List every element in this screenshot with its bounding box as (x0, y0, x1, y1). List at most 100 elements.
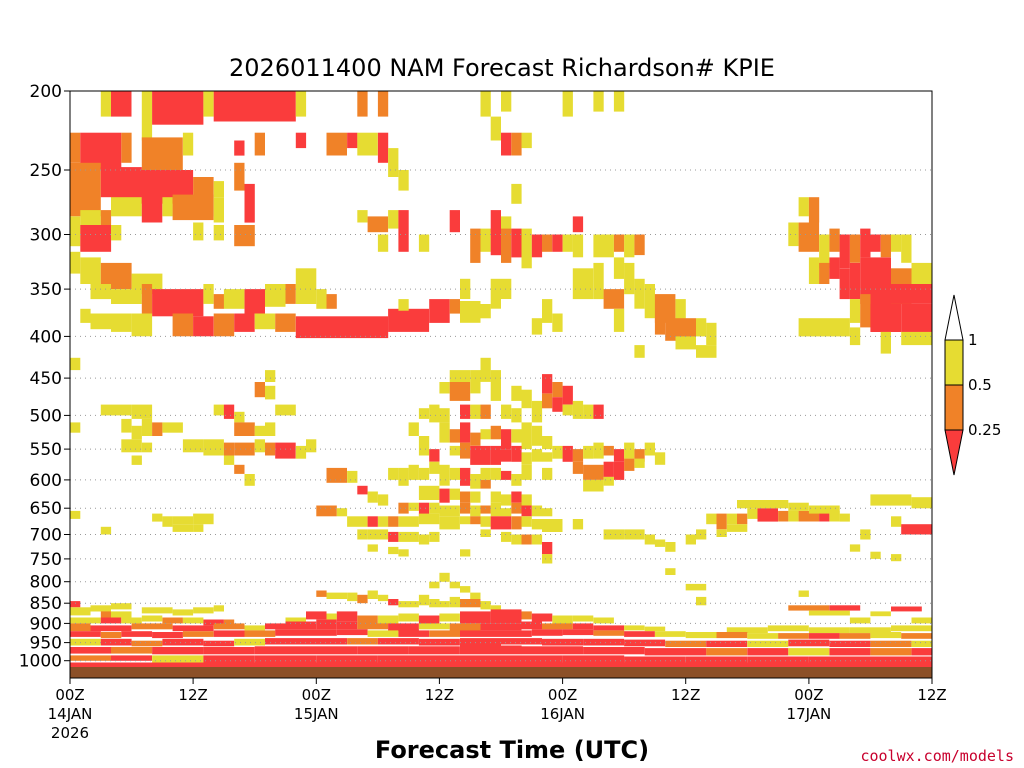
ri-cell-185 (552, 382, 563, 398)
ri-cell-508 (747, 633, 779, 639)
ri-cell-537 (70, 647, 111, 654)
ri-cell-523 (377, 638, 419, 645)
ri-cell-206 (141, 418, 153, 436)
ri-cell-452 (593, 617, 614, 624)
ri-cell-230 (234, 464, 245, 474)
ri-cell-525 (460, 638, 501, 646)
ri-cell-531 (706, 640, 748, 647)
ri-cell-558 (203, 655, 255, 663)
ri-cell-433 (162, 617, 183, 624)
ri-cell-215 (265, 422, 276, 436)
ri-cell-313 (501, 508, 512, 517)
ri-cell-182 (521, 389, 532, 409)
ri-cell-472 (418, 623, 450, 630)
ri-cell-280 (408, 464, 419, 480)
ri-cell-323 (388, 516, 399, 527)
ri-cell-284 (449, 467, 460, 480)
ri-cell-459 (849, 617, 871, 624)
ri-cell-376 (798, 510, 820, 522)
ri-cell-1 (111, 91, 132, 117)
ri-cell-258 (583, 445, 594, 459)
ri-cell-50 (367, 216, 389, 233)
ri-cell-0 (100, 91, 112, 117)
ri-cell-114 (460, 301, 481, 323)
ri-cell-412 (418, 594, 430, 606)
ri-cell-551 (788, 648, 830, 656)
ri-cell-369 (716, 513, 727, 530)
ri-cell-458 (911, 617, 932, 624)
ri-cell-195 (460, 404, 471, 419)
ri-cell-339 (398, 531, 419, 542)
ri-cell-103 (193, 316, 214, 337)
ri-cell-31 (70, 216, 81, 247)
ri-cell-262 (624, 442, 635, 459)
ri-cell-25 (100, 210, 112, 233)
ri-cell-67 (490, 228, 501, 256)
ri-cell-292 (357, 485, 368, 495)
ri-cell-4 (203, 91, 214, 117)
ri-cell-8 (377, 91, 389, 117)
ri-cell-168 (880, 331, 891, 354)
ri-cell-46 (377, 132, 389, 163)
ri-cell-152 (829, 257, 840, 279)
ri-cell-513 (901, 633, 932, 639)
ri-cell-192 (418, 408, 430, 419)
ri-cell-247 (460, 442, 471, 459)
ri-cell-485 (891, 625, 932, 632)
ri-cell-208 (162, 422, 183, 433)
ri-cell-200 (593, 404, 604, 419)
xtick-label-7: 12Z (917, 686, 946, 704)
ri-cell-248 (470, 445, 491, 465)
ri-cell-232 (408, 422, 419, 436)
ri-cell-355 (172, 516, 194, 525)
xtick-label-5: 12Z (671, 686, 700, 704)
ytick-label-400: 400 (30, 327, 62, 347)
ri-cell-366 (685, 534, 696, 545)
ri-cell-139 (788, 222, 799, 247)
ri-cell-19 (70, 162, 101, 217)
ri-cell-460 (70, 623, 91, 632)
ri-cell-368 (706, 513, 717, 525)
ri-cell-138 (808, 197, 820, 223)
ri-cell-367 (696, 529, 707, 540)
ri-cell-300 (490, 491, 501, 503)
ri-cell-179 (480, 357, 491, 382)
ri-cell-466 (265, 623, 286, 630)
plot-frame (69, 90, 933, 679)
ri-cell-407 (357, 594, 368, 604)
ri-cell-417 (480, 601, 491, 610)
ri-cell-436 (223, 619, 235, 626)
ri-cell-33 (111, 225, 122, 241)
ri-cell-418 (490, 605, 501, 612)
ri-cell-121 (593, 262, 604, 300)
ri-cell-359 (100, 526, 112, 535)
ri-cell-326 (439, 516, 460, 530)
ri-cell-32 (80, 225, 112, 252)
ri-cell-176 (449, 382, 471, 401)
ri-cell-59 (521, 132, 532, 149)
ri-cell-34 (193, 222, 204, 241)
ri-cell-409 (377, 594, 389, 602)
ri-cell-277 (347, 470, 358, 483)
ri-cell-98 (80, 308, 91, 323)
ri-cell-499 (460, 630, 501, 637)
ri-cell-474 (480, 623, 522, 631)
ri-cell-13 (613, 91, 625, 112)
ri-cell-222 (234, 442, 255, 456)
legend-bin-lt0_25 (944, 429, 964, 476)
ri-cell-402 (460, 586, 471, 593)
ri-cell-512 (870, 632, 902, 639)
ri-cell-231 (244, 474, 255, 486)
ri-cell-288 (480, 479, 491, 489)
ri-cell-274 (521, 464, 532, 480)
ri-cell-161 (870, 304, 902, 332)
ri-cell-109 (388, 308, 430, 332)
ri-cell-451 (572, 615, 594, 622)
ri-cell-490 (182, 631, 214, 637)
ri-cell-317 (542, 508, 553, 517)
ri-cell-148 (891, 234, 902, 252)
ri-cell-468 (316, 619, 337, 630)
ri-cell-521 (306, 638, 347, 645)
ri-cell-43 (326, 132, 347, 156)
ri-cell-132 (613, 308, 625, 332)
